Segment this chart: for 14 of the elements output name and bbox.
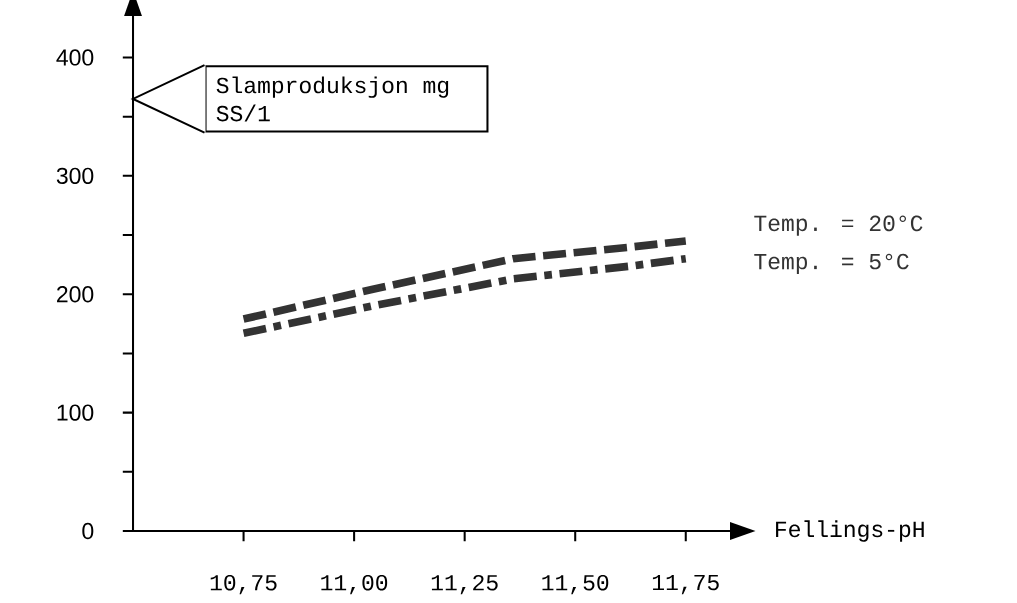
text: Temp. = 20°C — [754, 215, 923, 236]
x-axis-title: Fellings-pH — [776, 520, 924, 542]
text: Temp. = 5°C — [754, 253, 909, 274]
x-tick-label: 11,00 — [321, 574, 388, 595]
y-tick-label: 0 — [82, 522, 94, 540]
y-tick-label: 400 — [56, 49, 94, 66]
y-axis-title: Slamproduksjon mg SS/1 — [216, 76, 449, 122]
x-tick-label: 11,75 — [652, 574, 719, 595]
y-tick-label: 100 — [57, 404, 94, 421]
y-tick-label: 300 — [56, 167, 94, 184]
x-tick-label: 10,75 — [210, 574, 277, 595]
x-tick-label: 11,50 — [542, 574, 609, 595]
y-tick-label: 200 — [57, 286, 94, 303]
x-tick-label: 11,25 — [431, 574, 498, 595]
